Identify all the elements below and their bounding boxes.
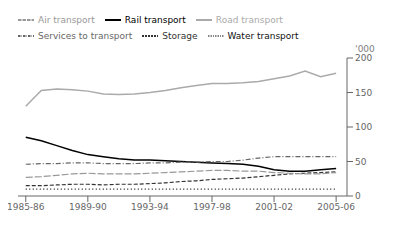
html-text:Rail transport: Rail transport — [124, 14, 186, 25]
svg-text:150: 150 — [355, 88, 372, 98]
svg-text:1997-98: 1997-98 — [193, 202, 231, 212]
html-text:Services to transport: Services to transport — [38, 30, 133, 41]
html-text:Air transport: Air transport — [38, 14, 95, 25]
svg-text:'000: '000 — [355, 44, 375, 54]
svg-text:100: 100 — [355, 122, 372, 132]
svg-text:1985-86: 1985-86 — [8, 202, 45, 212]
svg-text:2005-06: 2005-06 — [317, 202, 355, 212]
svg-text:1989-90: 1989-90 — [69, 202, 107, 212]
svg-text:200: 200 — [355, 53, 372, 63]
svg-text:1993-94: 1993-94 — [131, 202, 169, 212]
svg-text:50: 50 — [355, 157, 367, 167]
svg-text:0: 0 — [355, 191, 361, 201]
svg-text:2001-02: 2001-02 — [255, 202, 293, 212]
html-text:Water transport: Water transport — [227, 30, 299, 41]
html-text:Road transport: Road transport — [215, 14, 283, 25]
html-text:Storage: Storage — [162, 30, 198, 41]
